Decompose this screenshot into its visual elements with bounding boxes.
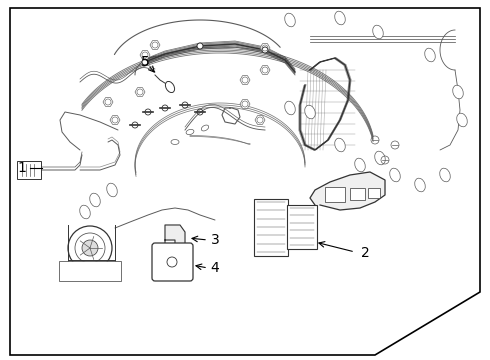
Ellipse shape: [375, 151, 385, 165]
Polygon shape: [260, 44, 270, 52]
Circle shape: [262, 47, 268, 53]
Ellipse shape: [415, 178, 425, 192]
Ellipse shape: [80, 205, 90, 219]
Polygon shape: [240, 100, 250, 108]
FancyBboxPatch shape: [254, 199, 288, 256]
Ellipse shape: [335, 11, 345, 25]
Ellipse shape: [425, 48, 435, 62]
Circle shape: [197, 43, 203, 49]
Polygon shape: [110, 116, 120, 124]
Bar: [350, 188, 365, 200]
Ellipse shape: [186, 129, 194, 135]
Text: 2: 2: [361, 246, 369, 260]
Polygon shape: [255, 116, 265, 124]
FancyBboxPatch shape: [59, 261, 121, 281]
Ellipse shape: [453, 85, 463, 99]
Ellipse shape: [440, 168, 450, 182]
Ellipse shape: [201, 125, 209, 131]
Polygon shape: [103, 98, 113, 106]
Ellipse shape: [390, 168, 400, 182]
Polygon shape: [165, 225, 185, 245]
Text: 5: 5: [141, 55, 149, 69]
Bar: [325, 187, 345, 202]
Polygon shape: [260, 66, 270, 74]
Ellipse shape: [90, 193, 100, 207]
FancyBboxPatch shape: [287, 205, 317, 249]
Polygon shape: [310, 172, 385, 210]
Polygon shape: [140, 51, 150, 59]
Text: 4: 4: [211, 261, 220, 275]
Ellipse shape: [457, 113, 467, 127]
Ellipse shape: [166, 81, 174, 93]
Polygon shape: [10, 8, 480, 355]
Ellipse shape: [355, 158, 365, 172]
Ellipse shape: [171, 140, 179, 144]
Text: 3: 3: [211, 233, 220, 247]
Circle shape: [82, 240, 98, 256]
Ellipse shape: [285, 13, 295, 27]
FancyBboxPatch shape: [17, 161, 41, 179]
FancyBboxPatch shape: [152, 243, 193, 281]
Polygon shape: [150, 41, 160, 49]
Ellipse shape: [107, 183, 117, 197]
Ellipse shape: [305, 105, 315, 119]
Circle shape: [142, 59, 148, 65]
Ellipse shape: [335, 138, 345, 152]
Polygon shape: [240, 76, 250, 84]
Bar: [368, 188, 380, 198]
Ellipse shape: [285, 101, 295, 115]
Polygon shape: [135, 88, 145, 96]
Text: 1: 1: [18, 161, 26, 175]
Ellipse shape: [373, 25, 383, 39]
